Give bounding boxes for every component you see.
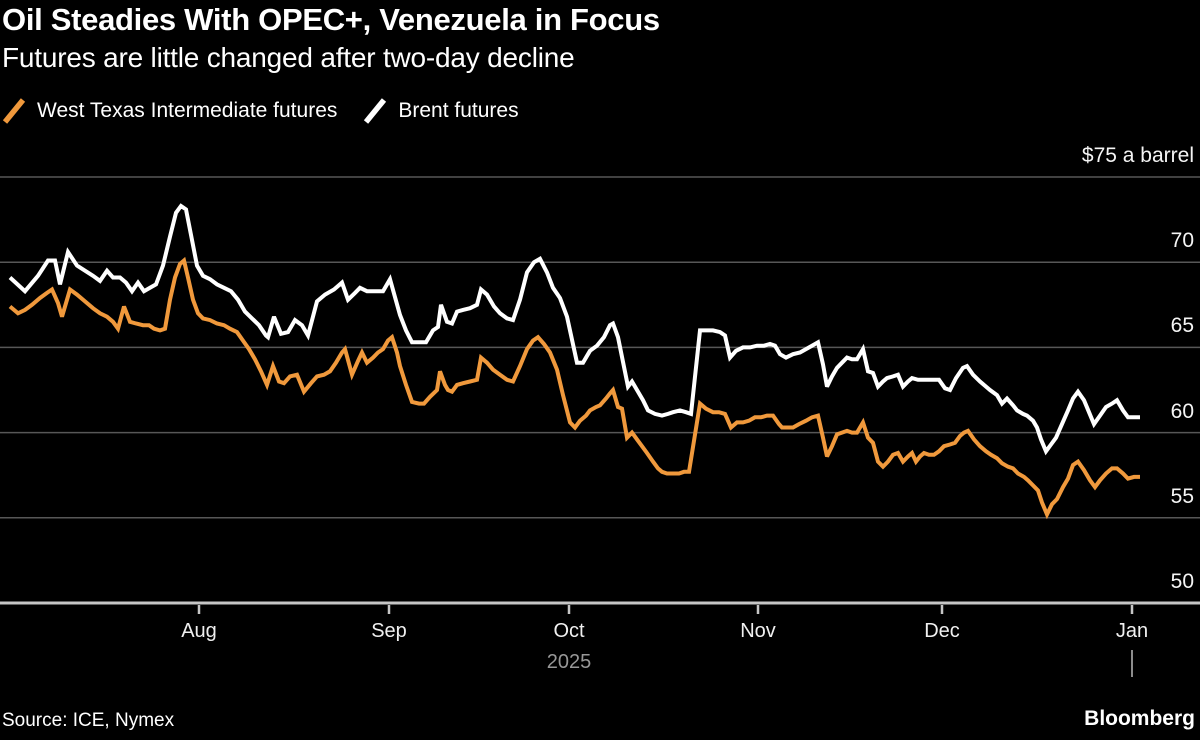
legend-label-brent: Brent futures — [398, 99, 519, 122]
legend-label-wti: West Texas Intermediate futures — [37, 99, 338, 122]
bloomberg-logo: Bloomberg — [1084, 707, 1195, 730]
wti-line-series — [8, 256, 1140, 520]
source-credit: Source: ICE, Nymex — [2, 710, 175, 731]
x-axis-label-sep: Sep — [371, 620, 407, 642]
chart-legend: West Texas Intermediate futures Brent fut… — [2, 96, 545, 126]
x-axis-label-oct: Oct — [553, 620, 585, 642]
y-axis-label-60: 60 — [1170, 399, 1194, 423]
y-axis-label-65: 65 — [1170, 314, 1194, 338]
x-axis-label-nov: Nov — [740, 620, 776, 642]
x-axis-year-label: 2025 — [546, 651, 592, 673]
y-axis-label-55: 55 — [1170, 484, 1194, 508]
x-axis-label-jan: Jan — [1115, 620, 1149, 642]
legend-item-wti: West Texas Intermediate futures — [2, 98, 337, 124]
x-axis-label-dec: Dec — [924, 620, 960, 642]
chart-title: Oil Steadies With OPEC+, Venezuela in Fo… — [2, 2, 660, 37]
brent-slash-stroke — [364, 98, 387, 124]
chart-subtitle: Futures are little changed after two-day… — [2, 42, 575, 73]
brent-line-series — [8, 203, 1140, 456]
y-axis-label-75: $75 a barrel — [1081, 144, 1194, 167]
brent-slash-icon — [364, 98, 387, 124]
x-axis-label-aug: Aug — [181, 620, 217, 642]
wti-slash-icon — [2, 98, 26, 124]
wti-slash-stroke — [2, 98, 26, 124]
legend-item-brent: Brent futures — [363, 98, 519, 124]
y-axis-label-50: 50 — [1170, 570, 1194, 593]
y-axis-label-70: 70 — [1170, 229, 1194, 253]
